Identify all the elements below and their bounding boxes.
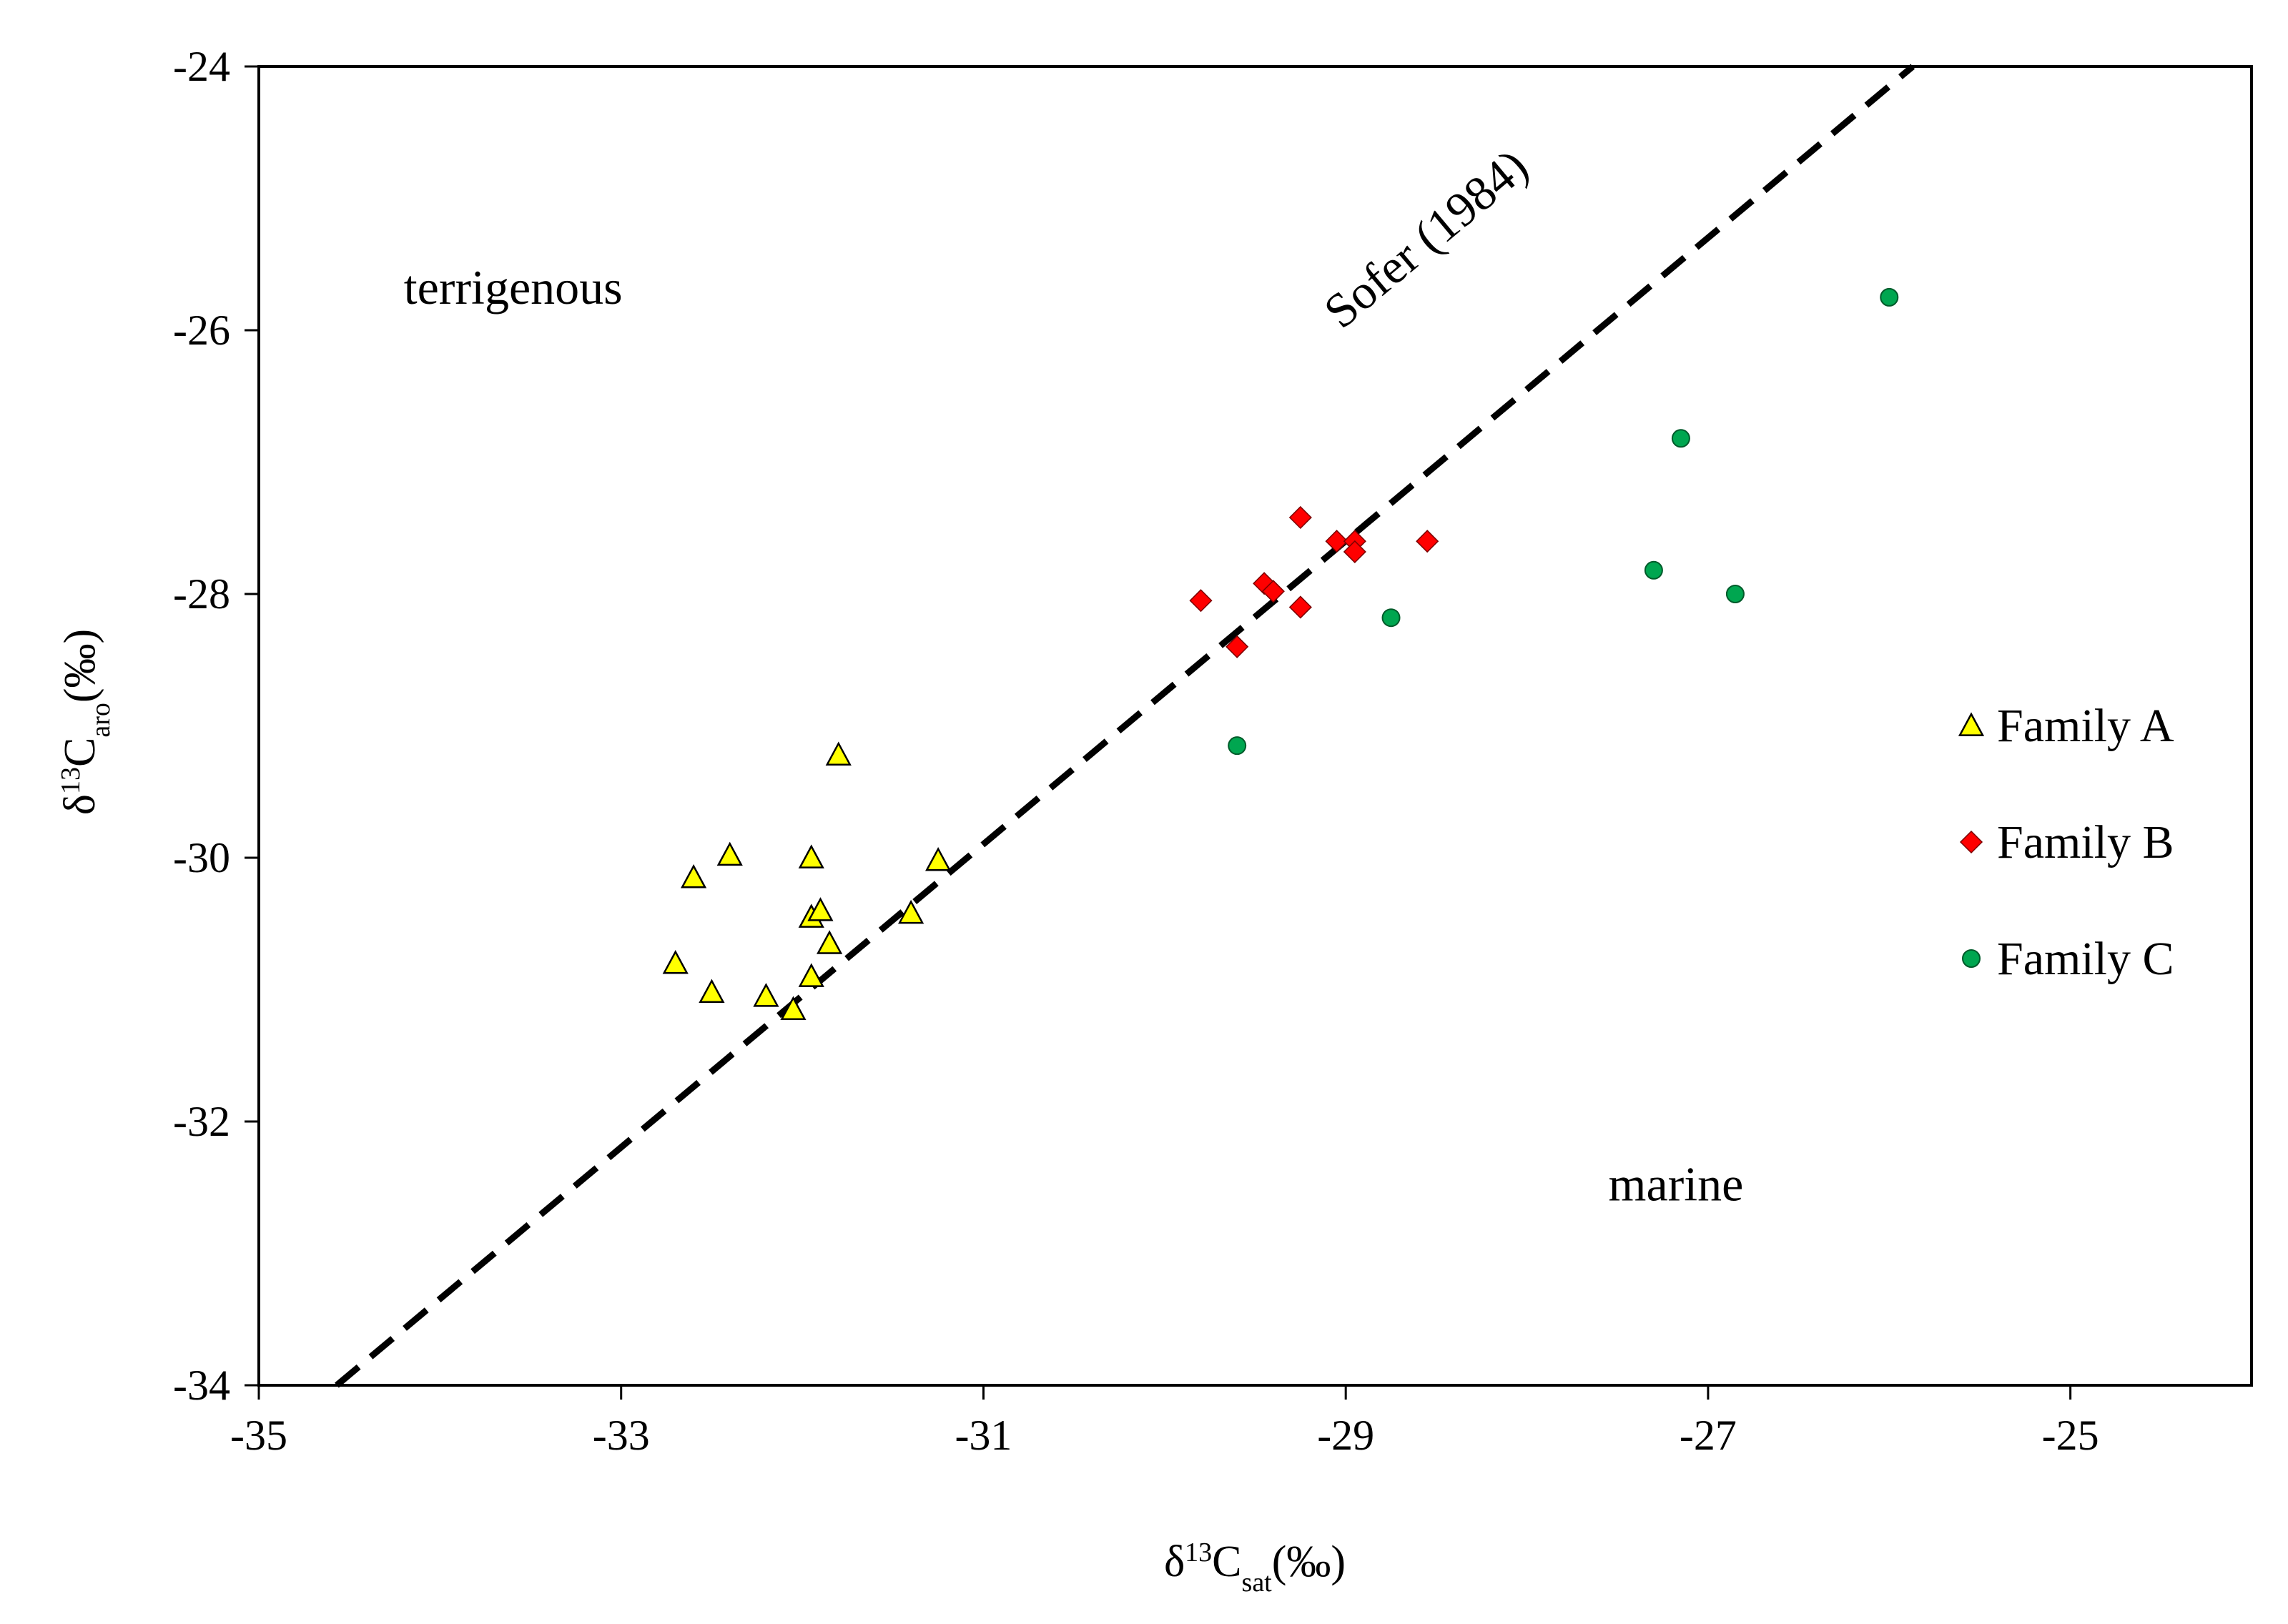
family-a-point <box>680 864 707 888</box>
y-axis-title: δ13Caro(‰) <box>56 629 116 815</box>
legend-label-family-b: Family B <box>1997 816 2174 868</box>
family-c-point <box>1880 287 1899 307</box>
legend: Family A Family B Family C <box>1958 700 2174 985</box>
x-tick-label: -29 <box>1317 1412 1374 1459</box>
family-a-point <box>807 897 834 921</box>
x-tick-label: -31 <box>955 1412 1012 1459</box>
annotation-terrigenous: terrigenous <box>404 260 623 315</box>
legend-marker-family-c <box>1962 949 1981 968</box>
family-a-point <box>699 979 725 1004</box>
legend-label-family-a: Family A <box>1997 700 2174 752</box>
family-a-point <box>716 841 743 866</box>
data-points <box>662 287 1899 1021</box>
family-a-point <box>798 844 824 868</box>
x-tick-label: -25 <box>2042 1412 2099 1459</box>
family-b-point <box>1343 540 1366 564</box>
sofer-1984-reference-line <box>335 64 1915 1388</box>
family-c-point <box>1725 585 1745 603</box>
family-a-point <box>925 847 952 871</box>
y-tick-label: -32 <box>173 1098 230 1145</box>
y-tick-label: -30 <box>173 834 230 881</box>
family-c-point <box>1381 608 1401 628</box>
reference-line-label: Sofer (1984) <box>1313 139 1538 339</box>
family-b-point <box>1189 589 1213 613</box>
family-a-point <box>898 899 924 924</box>
annotations: terrigenous marine <box>404 260 1744 1212</box>
family-b-point <box>1288 595 1312 619</box>
annotation-marine: marine <box>1609 1157 1744 1212</box>
family-a-point <box>798 963 824 987</box>
family-b-point <box>1261 580 1285 603</box>
y-tick-label: -34 <box>173 1362 230 1409</box>
family-a-point <box>753 983 779 1007</box>
x-tick-label: -35 <box>230 1412 287 1459</box>
family-a-point <box>662 949 689 974</box>
legend-label-family-c: Family C <box>1997 933 2174 985</box>
y-tick-label: -24 <box>173 43 230 90</box>
x-tick-label: -27 <box>1680 1412 1737 1459</box>
family-b-point <box>1288 505 1312 530</box>
plot-frame <box>257 65 2253 1387</box>
family-a-point <box>816 930 843 954</box>
axis-ticks: -35 -33 -31 -29 -27 -25 -34 -32 -30 -28 -26 -24 <box>173 43 2099 1459</box>
family-c-point <box>1228 736 1247 756</box>
x-tick-label: -33 <box>593 1412 650 1459</box>
family-a-point <box>780 996 807 1021</box>
family-c-point <box>1644 560 1663 580</box>
y-tick-label: -28 <box>173 570 230 618</box>
y-tick-label: -26 <box>173 307 230 354</box>
family-b-point <box>1325 530 1348 553</box>
x-axis-title: δ13Csat(‰) <box>1164 1538 1346 1598</box>
legend-marker-family-b <box>1959 830 1983 854</box>
family-b-point <box>1416 530 1439 553</box>
family-a-point <box>825 741 852 766</box>
family-c-point <box>1671 429 1690 448</box>
legend-marker-family-a <box>1958 712 1985 736</box>
family-b-point <box>1226 635 1249 658</box>
